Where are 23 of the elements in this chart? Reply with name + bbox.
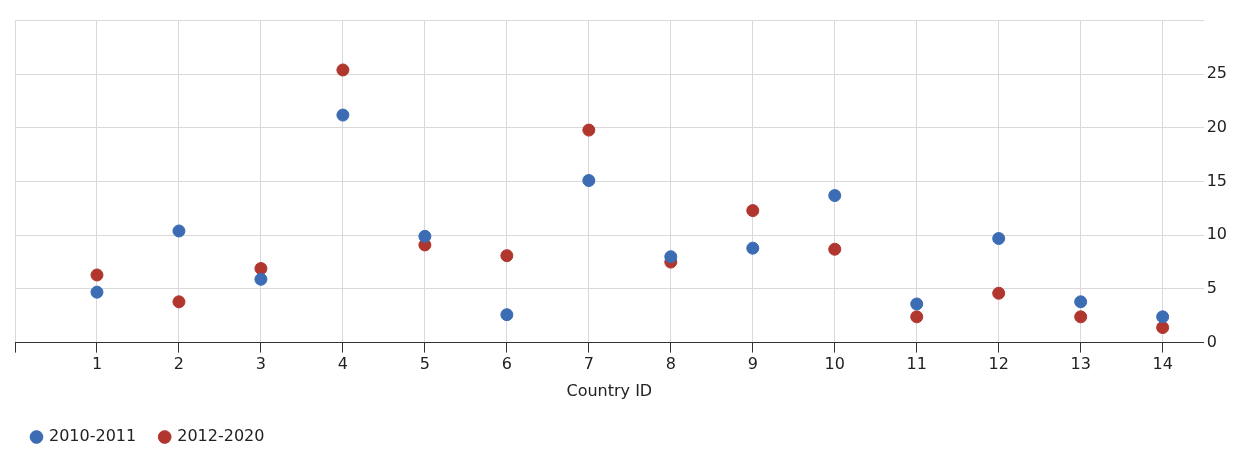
x-tick-label: 12 — [988, 354, 1009, 374]
x-tick-label: 8 — [665, 354, 676, 374]
y-tick-label: 0 — [1206, 331, 1217, 351]
x-tick-label: 10 — [824, 354, 845, 374]
x-tick-label: 9 — [747, 354, 758, 374]
x-tick-label: 14 — [1152, 354, 1173, 374]
y-tick-label: 20 — [1206, 117, 1227, 137]
legend-label: 2012-2020 — [177, 426, 265, 446]
x-tick-label: 2 — [173, 354, 185, 374]
x-tick-label: 3 — [255, 354, 267, 374]
y-tick-label: 5 — [1206, 278, 1217, 298]
y-tick-label: 10 — [1206, 224, 1227, 244]
y-tick-label: 15 — [1206, 170, 1227, 190]
x-tick-label: 11 — [906, 354, 927, 374]
x-tick-label: 13 — [1070, 354, 1091, 374]
y-tick-label: 25 — [1206, 63, 1227, 83]
legend-label: 2010-2011 — [49, 426, 137, 446]
x-tick-label: 1 — [91, 354, 103, 374]
x-tick-label: 5 — [419, 354, 430, 374]
x-tick-label: 7 — [583, 354, 594, 374]
x-tick-label: 4 — [337, 354, 348, 374]
x-tick-label: 6 — [501, 354, 512, 374]
x-axis-title: Country ID — [566, 380, 653, 400]
